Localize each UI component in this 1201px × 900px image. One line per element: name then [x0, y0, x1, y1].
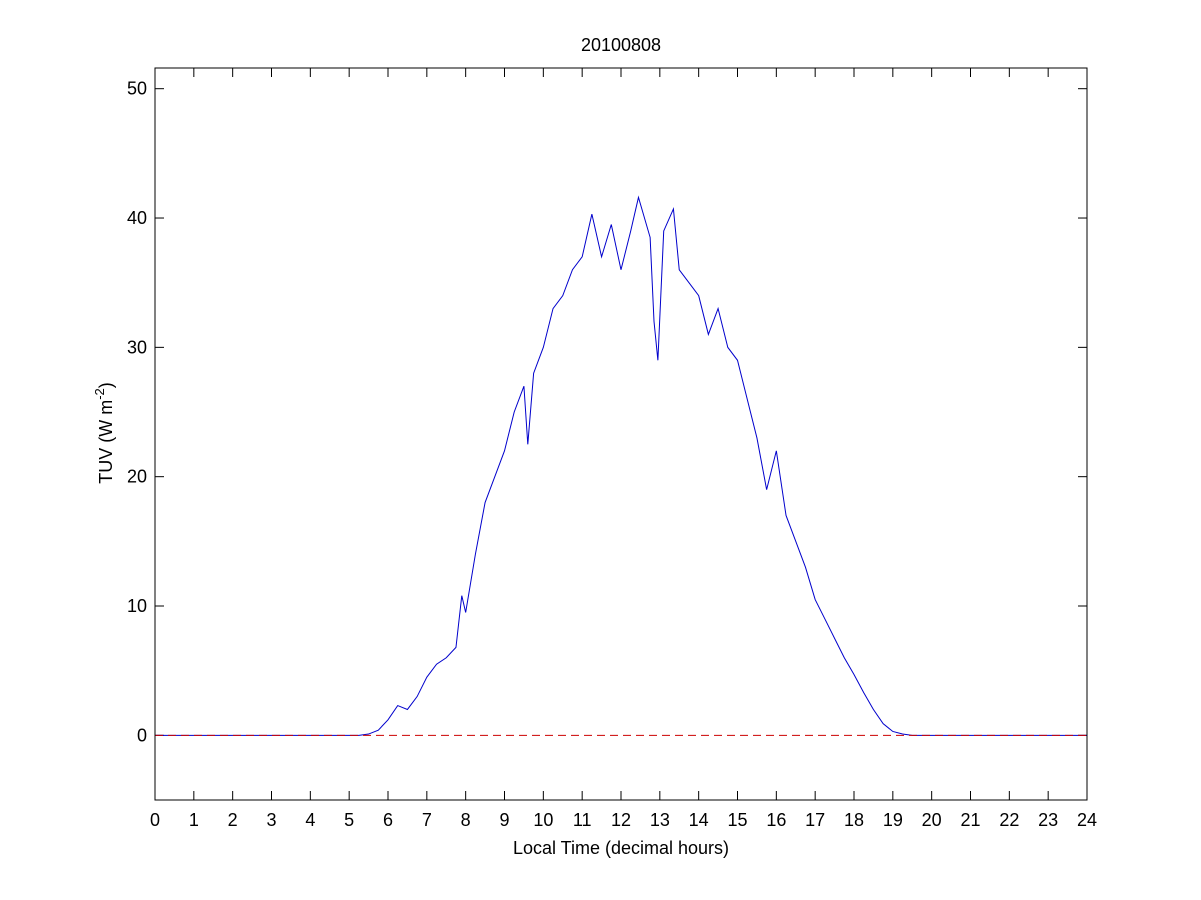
x-tick-label: 1: [189, 810, 199, 830]
y-tick-label: 40: [127, 208, 147, 228]
x-tick-label: 2: [228, 810, 238, 830]
y-tick-label: 50: [127, 79, 147, 99]
x-tick-label: 19: [883, 810, 903, 830]
x-tick-label: 9: [499, 810, 509, 830]
x-tick-label: 3: [266, 810, 276, 830]
x-tick-label: 10: [533, 810, 553, 830]
x-tick-label: 7: [422, 810, 432, 830]
y-label-text: TUV (W m: [96, 400, 116, 484]
x-tick-label: 14: [689, 810, 709, 830]
y-tick-label: 0: [137, 725, 147, 745]
x-axis-label: Local Time (decimal hours): [513, 838, 729, 858]
x-tick-label: 13: [650, 810, 670, 830]
x-tick-label: 24: [1077, 810, 1097, 830]
x-tick-label: 12: [611, 810, 631, 830]
y-tick-label: 20: [127, 467, 147, 487]
y-label-text: ): [96, 382, 116, 388]
x-tick-label: 0: [150, 810, 160, 830]
x-tick-label: 17: [805, 810, 825, 830]
plot-frame: [154, 67, 1088, 801]
y-label-superscript: -2: [92, 388, 107, 400]
data-line: [155, 195, 1087, 736]
x-tick-label: 6: [383, 810, 393, 830]
y-tick-label: 10: [127, 596, 147, 616]
x-tick-label: 11: [573, 810, 592, 830]
x-tick-label: 22: [999, 810, 1019, 830]
x-tick-label: 18: [844, 810, 864, 830]
chart-title: 20100808: [581, 35, 661, 55]
x-tick-label: 4: [305, 810, 315, 830]
x-tick-label: 15: [727, 810, 747, 830]
x-tick-label: 23: [1038, 810, 1058, 830]
x-tick-label: 16: [766, 810, 786, 830]
x-tick-label: 5: [344, 810, 354, 830]
y-tick-label: 30: [127, 337, 147, 357]
x-tick-label: 8: [461, 810, 471, 830]
x-tick-label: 21: [960, 810, 980, 830]
x-tick-label: 20: [922, 810, 942, 830]
y-axis-label: TUV (W m-2): [92, 382, 116, 484]
